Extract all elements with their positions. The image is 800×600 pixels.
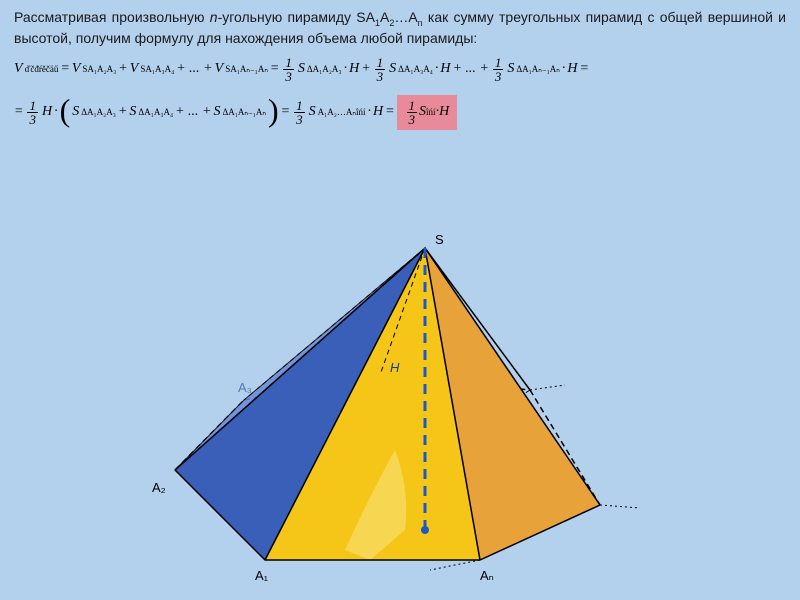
label-A2: A₂ <box>152 480 166 495</box>
intro-text: Рассматривая произвольную n-угольную пир… <box>14 9 499 25</box>
label-A1: A₁ <box>255 568 268 583</box>
formula-highlight: 13 Sîńí · H <box>397 95 458 130</box>
label-H: H <box>390 360 399 375</box>
label-A3: A₃ <box>238 380 252 395</box>
label-An: Aₙ <box>480 568 494 584</box>
pyramid-svg <box>120 230 680 590</box>
formula-line-1: Vďčđŕěčäű = VSA₁A₂A₃ + VSA₁A₃A₄ + ... + … <box>0 50 800 89</box>
intro-paragraph: Рассматривая произвольную n-угольную пир… <box>0 0 800 50</box>
formula-line-2: = 13 H · ( SΔA₁A₂A₃ + SΔA₁A₃A₄ + ... + S… <box>0 89 800 136</box>
pyramid-diagram: S H A₁ A₂ A₃ Aₙ <box>120 230 680 590</box>
label-S: S <box>435 232 444 247</box>
